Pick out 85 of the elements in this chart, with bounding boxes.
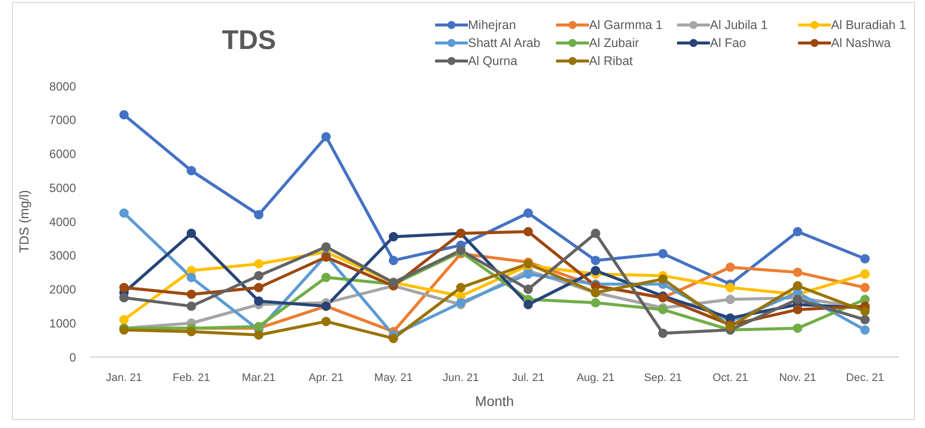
point — [792, 281, 802, 291]
point — [726, 262, 735, 272]
legend-label: Al Garmma 1 — [589, 18, 663, 32]
legend-label: Al Buradiah 1 — [831, 18, 906, 32]
point — [388, 232, 398, 242]
point — [254, 271, 264, 280]
point — [658, 274, 668, 284]
x-tick-label: Aug. 21 — [576, 372, 615, 384]
point — [792, 324, 802, 333]
point — [186, 301, 196, 311]
legend-label: Shatt Al Arab — [468, 36, 540, 50]
point — [523, 300, 533, 310]
point — [860, 315, 870, 324]
point — [186, 166, 196, 176]
point — [119, 208, 129, 218]
point — [186, 290, 196, 300]
point — [523, 226, 533, 236]
point — [119, 293, 129, 302]
point — [590, 298, 600, 308]
x-tick-label: Apr. 21 — [308, 372, 344, 384]
x-tick-label: Jul. 21 — [512, 372, 544, 384]
point — [590, 266, 600, 276]
point — [254, 259, 264, 269]
chart-title: TDS — [222, 25, 276, 56]
point — [860, 254, 870, 264]
point — [860, 325, 870, 335]
point — [254, 330, 264, 340]
point — [523, 284, 533, 294]
x-axis-title: Month — [475, 393, 514, 409]
y-tick-label: 1000 — [49, 316, 76, 330]
x-tick-label: Feb. 21 — [172, 372, 210, 384]
point — [726, 282, 735, 292]
point — [186, 272, 196, 282]
legend-label: Al Jubila 1 — [710, 18, 768, 32]
point — [860, 269, 870, 279]
x-tick-label: Dec. 21 — [846, 372, 884, 384]
point — [119, 110, 129, 120]
point — [523, 269, 533, 279]
y-tick-label: 7000 — [49, 113, 76, 128]
point — [186, 326, 196, 336]
point — [321, 272, 331, 282]
y-tick-label: 4000 — [49, 214, 76, 229]
y-tick-label: 6000 — [49, 147, 76, 162]
legend-label: Mihejran — [468, 18, 516, 32]
y-tick-label: 8000 — [49, 79, 76, 94]
legend-label: Al Ribat — [589, 54, 633, 68]
x-tick-label: Sep. 21 — [644, 372, 682, 384]
x-tick-label: Nov. 21 — [779, 372, 816, 384]
point — [321, 316, 331, 326]
point — [792, 226, 802, 236]
x-tick-label: Mar.21 — [242, 372, 276, 384]
point — [186, 228, 196, 238]
legend-label: Al Zubair — [589, 36, 640, 50]
x-tick-label: Oct. 21 — [712, 372, 748, 384]
legend-label: Al Nashwa — [831, 36, 891, 50]
legend-label: Al Qurna — [468, 54, 518, 68]
point — [658, 248, 668, 258]
legend-label: Al Fao — [710, 36, 746, 50]
point — [860, 282, 870, 292]
point — [254, 296, 264, 306]
point — [254, 282, 264, 292]
x-tick-label: Jan. 21 — [106, 372, 142, 384]
point — [388, 256, 398, 266]
point — [321, 132, 331, 142]
point — [456, 282, 466, 292]
y-tick-label: 5000 — [49, 180, 76, 195]
point — [792, 304, 802, 314]
point — [792, 268, 802, 278]
point — [321, 242, 331, 252]
point — [388, 334, 398, 344]
point — [119, 282, 129, 292]
point — [658, 328, 668, 338]
point — [119, 315, 129, 324]
y-tick-label: 3000 — [49, 248, 76, 263]
y-axis-title: TDS (mg/l) — [16, 190, 32, 253]
x-tick-label: May. 21 — [374, 372, 413, 384]
point — [523, 208, 533, 218]
point — [726, 294, 735, 304]
y-tick-label: 2000 — [49, 282, 76, 297]
point — [860, 306, 870, 316]
x-tick-label: Jun. 21 — [442, 372, 479, 384]
point — [590, 256, 600, 266]
point — [254, 210, 264, 220]
y-tick-label: 0 — [69, 350, 76, 364]
point — [590, 228, 600, 238]
